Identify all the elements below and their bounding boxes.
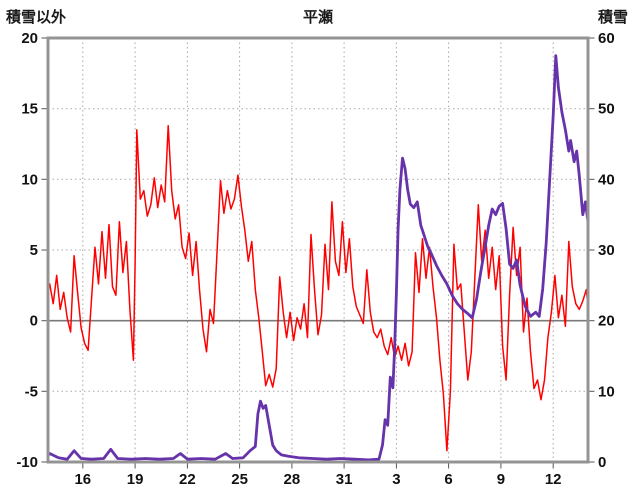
svg-text:60: 60 xyxy=(598,30,615,47)
svg-text:0: 0 xyxy=(598,454,606,471)
svg-text:10: 10 xyxy=(598,383,615,400)
chart-title: 平瀬 xyxy=(302,9,333,26)
svg-text:31: 31 xyxy=(336,471,353,488)
svg-text:19: 19 xyxy=(127,471,144,488)
svg-text:-10: -10 xyxy=(16,454,38,471)
svg-text:5: 5 xyxy=(30,242,38,259)
svg-text:9: 9 xyxy=(497,471,505,488)
svg-text:30: 30 xyxy=(598,242,615,259)
right-axis-title: 積雪 xyxy=(597,9,628,26)
svg-text:20: 20 xyxy=(598,313,615,330)
svg-text:22: 22 xyxy=(179,471,196,488)
svg-text:10: 10 xyxy=(21,171,38,188)
svg-text:6: 6 xyxy=(444,471,452,488)
left-axis-title: 積雪以外 xyxy=(6,9,67,26)
svg-text:16: 16 xyxy=(74,471,91,488)
svg-text:-5: -5 xyxy=(25,383,38,400)
svg-text:0: 0 xyxy=(30,313,38,330)
svg-text:15: 15 xyxy=(21,101,38,118)
svg-text:40: 40 xyxy=(598,171,615,188)
chart-header: 積雪以外 平瀬 積雪 xyxy=(0,6,636,28)
svg-text:12: 12 xyxy=(545,471,562,488)
svg-text:20: 20 xyxy=(21,30,38,47)
svg-text:50: 50 xyxy=(598,101,615,118)
svg-text:28: 28 xyxy=(284,471,301,488)
svg-text:25: 25 xyxy=(231,471,248,488)
svg-text:3: 3 xyxy=(392,471,400,488)
